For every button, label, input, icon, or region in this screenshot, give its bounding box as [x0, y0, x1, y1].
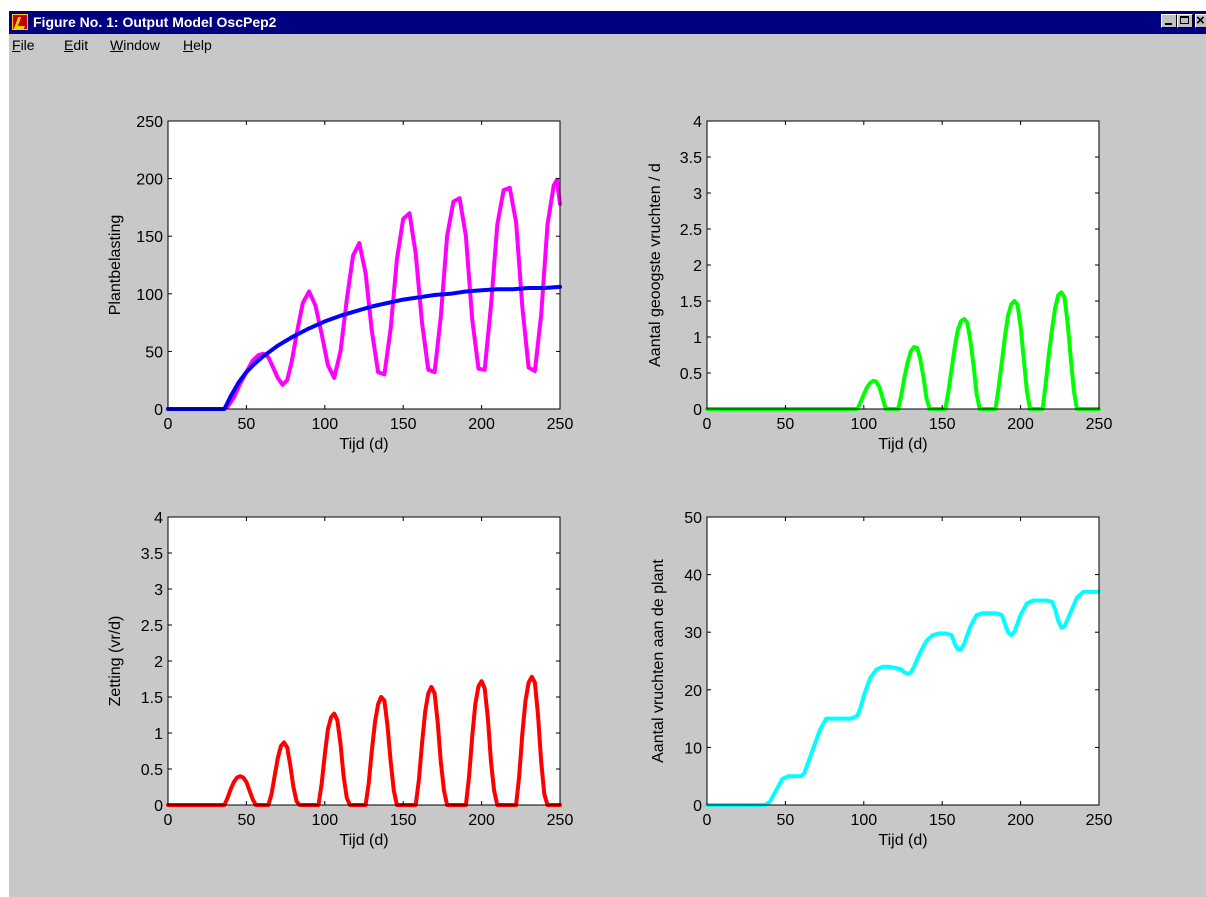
y-tick-label: 10 — [684, 740, 702, 757]
y-tick-label: 1 — [154, 726, 163, 743]
y-tick-label: 3.5 — [680, 150, 702, 167]
x-tick-label: 50 — [777, 416, 795, 433]
x-tick-label: 250 — [1086, 416, 1113, 433]
minimize-icon[interactable] — [1161, 14, 1177, 28]
x-axis-label: Tijd (d) — [339, 832, 388, 849]
y-axis-label: Aantal vruchten aan de plant — [650, 559, 667, 763]
x-tick-label: 0 — [164, 416, 173, 433]
x-tick-label: 200 — [1007, 812, 1034, 829]
x-axis-label: Tijd (d) — [878, 436, 927, 453]
series-line-2-1 — [705, 290, 1101, 411]
x-tick-label: 150 — [929, 812, 956, 829]
x-tick-label: 0 — [703, 416, 712, 433]
x-tick-label: 150 — [929, 416, 956, 433]
y-tick-label: 1 — [693, 330, 702, 347]
menu-window-mnemonic: W — [110, 37, 124, 53]
series-line-1-2 — [166, 284, 562, 411]
title-bar[interactable]: Figure No. 1: Output Model OscPep2 — [9, 11, 1206, 34]
menu-help-label: elp — [193, 37, 212, 53]
y-tick-label: 1.5 — [680, 294, 702, 311]
y-axis-label: Zetting (vr/d) — [107, 616, 124, 707]
y-tick-label: 50 — [684, 510, 702, 527]
menu-edit-mnemonic: E — [64, 37, 74, 53]
y-tick-label: 2.5 — [680, 222, 702, 239]
x-tick-label: 0 — [703, 812, 712, 829]
x-tick-label: 100 — [311, 416, 338, 433]
menu-help[interactable]: Help — [183, 37, 212, 53]
y-axis-label: Plantbelasting — [107, 215, 124, 316]
y-tick-label: 2.5 — [141, 618, 163, 635]
y-tick-label: 0 — [693, 798, 702, 815]
x-tick-label: 250 — [547, 812, 574, 829]
plot-area-4[interactable] — [707, 517, 1099, 805]
series-line-4-1 — [705, 589, 1101, 807]
y-tick-label: 0.5 — [141, 762, 163, 779]
y-tick-label: 4 — [154, 510, 163, 527]
y-tick-label: 0 — [154, 402, 163, 419]
y-tick-label: 3.5 — [141, 546, 163, 563]
x-axis-label: Tijd (d) — [339, 436, 388, 453]
y-tick-label: 0 — [154, 798, 163, 815]
plot-area-2[interactable] — [707, 121, 1099, 409]
y-tick-label: 4 — [693, 114, 702, 131]
menu-bar: File Edit Window Help — [9, 34, 1206, 58]
x-tick-label: 250 — [547, 416, 574, 433]
menu-edit-label: dit — [73, 37, 89, 53]
x-axis-label: Tijd (d) — [878, 832, 927, 849]
close-icon[interactable] — [1195, 12, 1206, 29]
x-tick-label: 100 — [850, 812, 877, 829]
y-tick-label: 50 — [145, 344, 163, 361]
x-tick-label: 50 — [777, 812, 795, 829]
y-tick-label: 2 — [693, 258, 702, 275]
menu-file-mnemonic: F — [12, 37, 21, 53]
y-tick-label: 2 — [154, 654, 163, 671]
matlab-figure-icon[interactable] — [12, 14, 28, 30]
menu-file-label: ile — [20, 37, 35, 53]
maximize-icon[interactable] — [1177, 14, 1193, 28]
y-tick-label: 40 — [684, 568, 702, 585]
x-tick-label: 150 — [390, 416, 417, 433]
axes-frame-4 — [706, 516, 1100, 806]
menu-file[interactable]: File — [12, 37, 35, 53]
axes-frame-1 — [167, 120, 561, 410]
plot-area-3[interactable] — [168, 517, 560, 805]
x-tick-label: 100 — [850, 416, 877, 433]
x-tick-label: 100 — [311, 812, 338, 829]
y-tick-label: 3 — [154, 582, 163, 599]
y-tick-label: 150 — [136, 229, 163, 246]
y-tick-label: 250 — [136, 114, 163, 131]
y-tick-label: 3 — [693, 186, 702, 203]
menu-help-mnemonic: H — [183, 37, 194, 53]
x-tick-label: 50 — [238, 416, 256, 433]
y-axis-label: Aantal geoogste vruchten / d — [647, 163, 664, 367]
y-tick-label: 20 — [684, 683, 702, 700]
x-tick-label: 250 — [1086, 812, 1113, 829]
menu-window-label: indow — [123, 37, 160, 53]
window-title: Figure No. 1: Output Model OscPep2 — [33, 14, 277, 30]
x-tick-label: 200 — [468, 812, 495, 829]
y-tick-label: 200 — [136, 172, 163, 189]
y-tick-label: 100 — [136, 287, 163, 304]
x-tick-label: 50 — [238, 812, 256, 829]
x-tick-label: 200 — [1007, 416, 1034, 433]
menu-window[interactable]: Window — [110, 37, 160, 53]
x-tick-label: 0 — [164, 812, 173, 829]
series-line-3-1 — [166, 674, 562, 807]
x-tick-label: 150 — [390, 812, 417, 829]
y-tick-label: 1.5 — [141, 690, 163, 707]
y-tick-label: 0 — [693, 402, 702, 419]
x-tick-label: 200 — [468, 416, 495, 433]
y-tick-label: 0.5 — [680, 366, 702, 383]
menu-edit[interactable]: Edit — [64, 37, 88, 53]
y-tick-label: 30 — [684, 625, 702, 642]
series-line-1-1 — [166, 177, 562, 411]
